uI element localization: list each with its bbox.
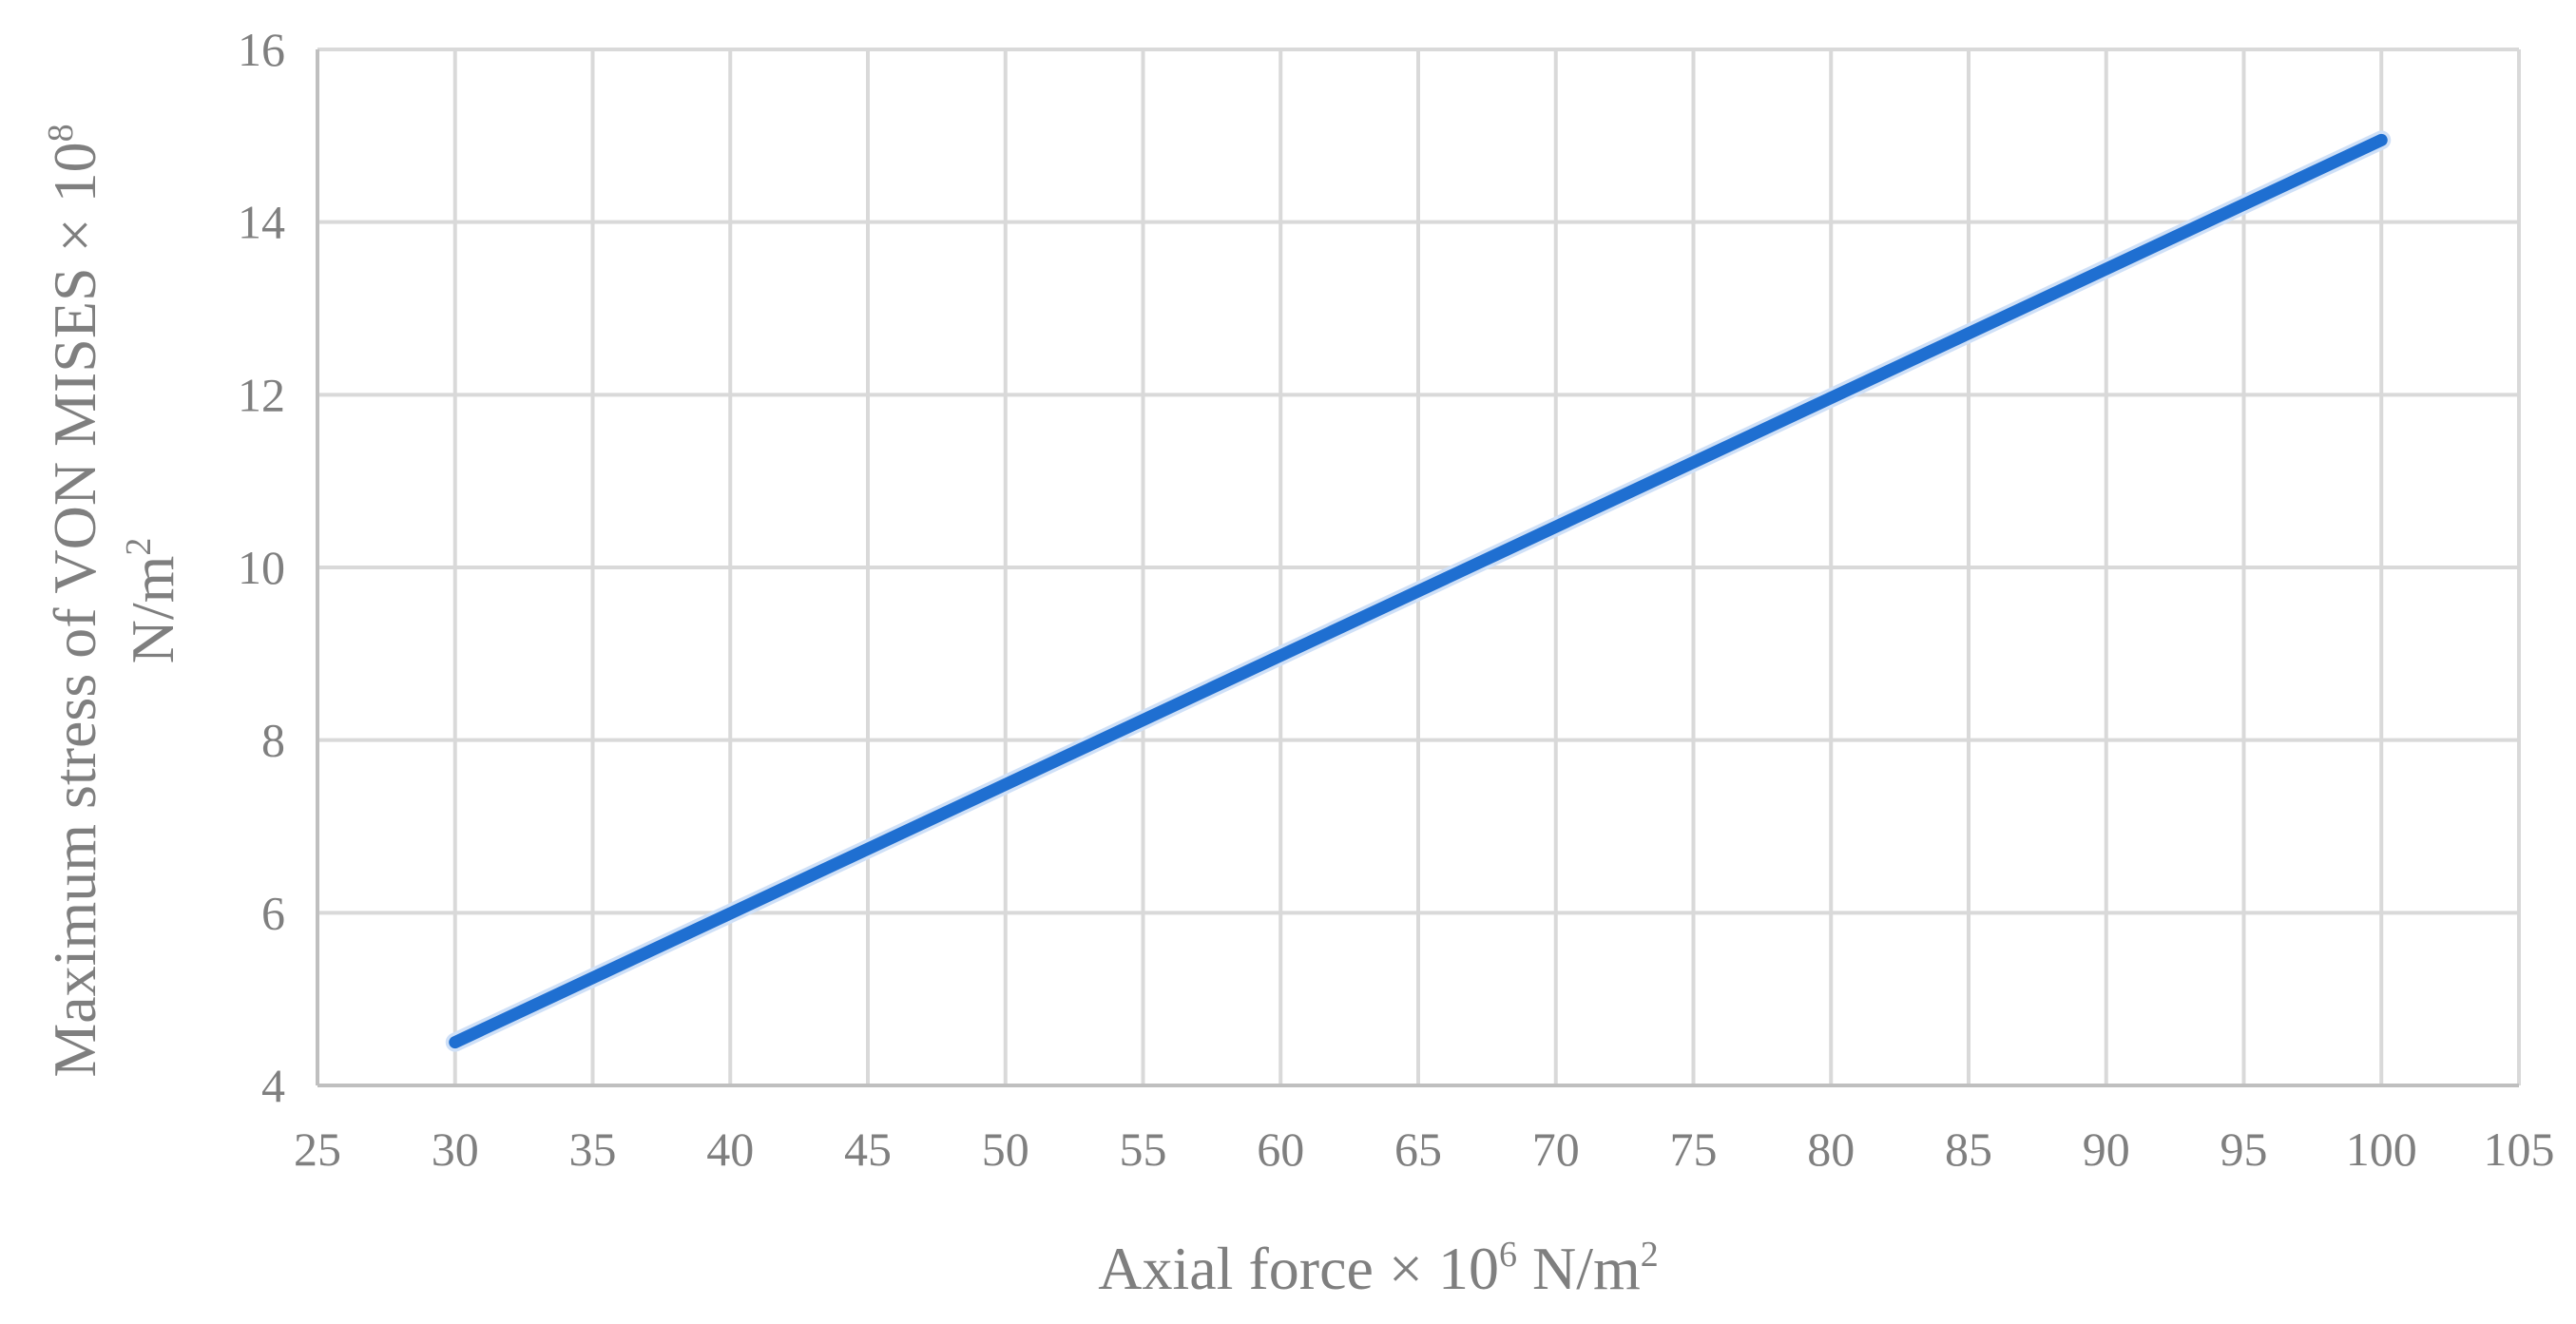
x-tick-label: 35 bbox=[569, 1123, 617, 1176]
x-tick-label: 100 bbox=[2346, 1123, 2417, 1176]
x-tick-label: 50 bbox=[982, 1123, 1029, 1176]
x-tick-label: 80 bbox=[1807, 1123, 1855, 1176]
x-tick-label: 60 bbox=[1257, 1123, 1304, 1176]
y-tick-label: 12 bbox=[238, 368, 285, 421]
series-point bbox=[2375, 134, 2388, 146]
y-tick-label: 6 bbox=[261, 886, 285, 939]
y-tick-labels: 4 6 8 10 12 14 16 bbox=[238, 23, 285, 1112]
x-tick-label: 25 bbox=[294, 1123, 341, 1176]
x-tick-label: 45 bbox=[844, 1123, 892, 1176]
x-tick-labels: 25 30 35 40 45 50 55 60 65 70 75 80 85 90 95 100 105 bbox=[294, 1123, 2555, 1176]
x-tick-label: 105 bbox=[2484, 1123, 2555, 1176]
axes bbox=[316, 49, 2519, 1087]
x-tick-label: 95 bbox=[2220, 1123, 2268, 1176]
series-line bbox=[449, 133, 2388, 1049]
x-tick-label: 65 bbox=[1394, 1123, 1442, 1176]
series-point bbox=[449, 1036, 461, 1048]
y-axis-title-line2: N/m2 bbox=[119, 538, 186, 664]
x-tick-label: 70 bbox=[1532, 1123, 1580, 1176]
x-tick-label: 30 bbox=[432, 1123, 479, 1176]
y-tick-label: 8 bbox=[261, 714, 285, 767]
y-axis-title: Maximum stress of VON MISES × 108 N/m2 bbox=[41, 124, 186, 1077]
x-tick-label: 85 bbox=[1945, 1123, 1992, 1176]
x-tick-label: 90 bbox=[2083, 1123, 2130, 1176]
grid bbox=[316, 48, 2521, 1087]
y-tick-label: 10 bbox=[238, 541, 285, 594]
y-tick-label: 16 bbox=[238, 23, 285, 76]
x-tick-label: 40 bbox=[706, 1123, 754, 1176]
x-tick-label: 55 bbox=[1120, 1123, 1167, 1176]
y-axis-title-line1: Maximum stress of VON MISES × 108 bbox=[41, 124, 108, 1077]
y-tick-label: 4 bbox=[261, 1059, 285, 1112]
y-tick-label: 14 bbox=[238, 196, 285, 249]
x-tick-label: 75 bbox=[1670, 1123, 1718, 1176]
series-layer bbox=[445, 130, 2392, 1052]
x-axis-title: Axial force × 106 N/m2 bbox=[1098, 1235, 1659, 1302]
